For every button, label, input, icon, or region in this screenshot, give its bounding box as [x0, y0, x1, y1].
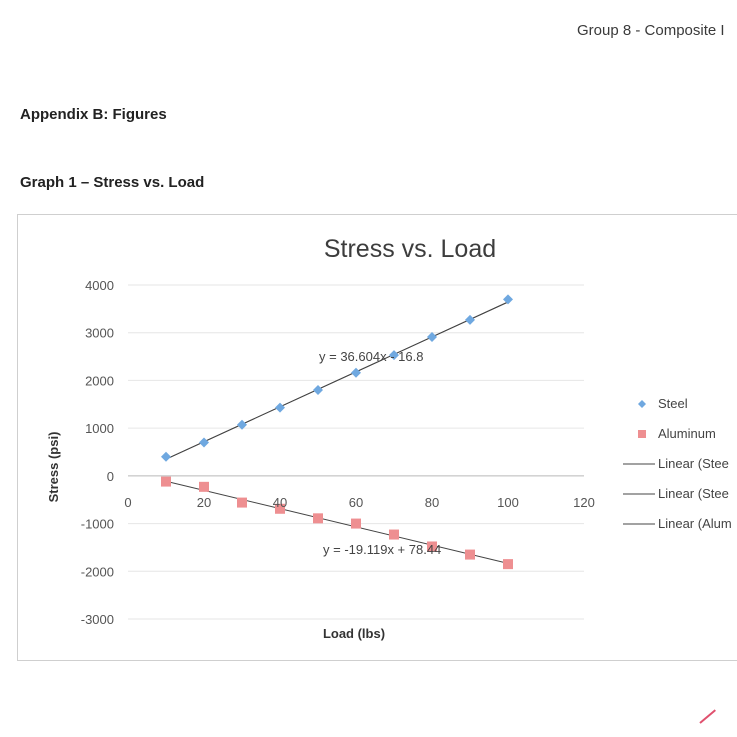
legend-label-steel: Steel	[658, 396, 688, 411]
point-steel	[161, 451, 171, 462]
graph-caption: Graph 1 – Stress vs. Load	[20, 174, 205, 191]
point-aluminum	[199, 481, 209, 492]
point-steel	[237, 419, 247, 430]
point-steel	[427, 332, 437, 343]
legend-label-aluminum: Aluminum	[658, 426, 716, 441]
point-steel	[313, 384, 323, 395]
y-tick-label: -2000	[81, 564, 114, 579]
trendline-2	[165, 301, 509, 460]
x-tick-label: 40	[273, 495, 287, 510]
appendix-title: Appendix B: Figures	[20, 106, 167, 123]
y-tick-label: 4000	[85, 278, 114, 293]
point-aluminum	[237, 497, 247, 508]
trendlines	[165, 301, 509, 564]
point-aluminum	[351, 518, 361, 529]
chart-title: Stress vs. Load	[324, 235, 496, 263]
point-steel	[389, 350, 399, 361]
x-axis-label: Load (lbs)	[323, 626, 385, 641]
point-aluminum	[427, 541, 437, 552]
stress-vs-load-chart: 4000 3000 2000 1000 0 -1000 -2000 -3000 0 20 40 60 8…	[46, 235, 732, 641]
point-aluminum	[161, 476, 171, 487]
legend-marker-steel	[638, 400, 646, 408]
point-aluminum	[275, 503, 285, 514]
y-tick-label: -3000	[81, 612, 114, 627]
x-tick-label: 20	[197, 495, 211, 510]
x-tick-label: 100	[497, 495, 519, 510]
y-tick-label: 3000	[85, 326, 114, 341]
trendline-3	[165, 480, 509, 564]
data-points	[161, 294, 513, 570]
legend-marker-aluminum	[638, 430, 646, 438]
trendline-equation-3: y = -19.119x + 78.44	[323, 542, 441, 557]
y-tick-label: -1000	[81, 517, 114, 532]
y-axis-label: Stress (psi)	[46, 432, 61, 503]
y-tick-label: 2000	[85, 373, 114, 388]
page-header-text: Group 8 - Composite I	[577, 22, 725, 39]
point-steel	[503, 294, 513, 305]
point-steel	[351, 367, 361, 378]
x-tick-label: 0	[124, 495, 131, 510]
legend-label-trendline-2: Linear (Stee	[658, 486, 729, 501]
point-aluminum	[465, 549, 475, 560]
x-tick-label: 60	[349, 495, 363, 510]
legend-label-trendline-1: Linear (Stee	[658, 456, 729, 471]
chart-labels: 4000 3000 2000 1000 0 -1000 -2000 -3000 0 20 40 60 8…	[46, 235, 595, 641]
point-steel	[275, 402, 285, 413]
point-aluminum	[503, 559, 513, 570]
y-tick-label: 0	[107, 469, 114, 484]
legend: Steel Aluminum Linear (Stee Linear (Stee Lin…	[623, 396, 732, 531]
x-tick-label: 120	[573, 495, 595, 510]
trendline-equation-1: y = 36.604x - 16.8	[319, 349, 423, 364]
point-aluminum	[389, 529, 399, 540]
point-steel	[199, 437, 209, 448]
x-tick-label: 80	[425, 495, 439, 510]
pen-mark-decoration	[699, 709, 716, 724]
y-tick-label: 1000	[85, 421, 114, 436]
gridlines	[128, 284, 584, 620]
point-aluminum	[313, 513, 323, 524]
chart-frame: 4000 3000 2000 1000 0 -1000 -2000 -3000 0 20 40 60 8…	[17, 214, 737, 661]
point-steel	[465, 314, 475, 325]
legend-label-trendline-3: Linear (Alum	[658, 516, 732, 531]
